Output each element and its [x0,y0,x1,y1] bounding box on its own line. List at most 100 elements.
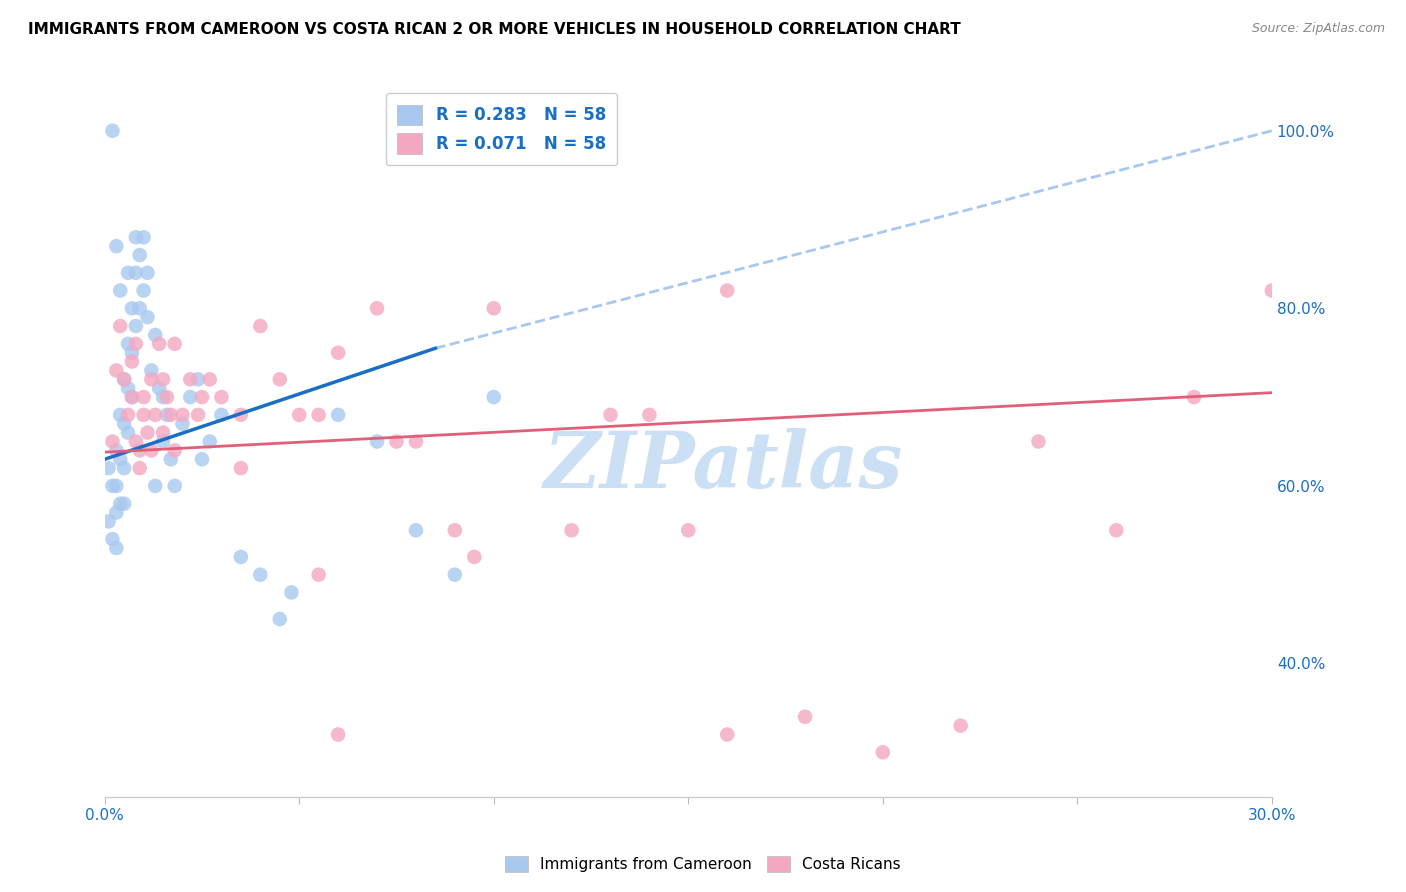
Point [110,408,132,422]
Point [143,479,166,493]
Point [132,390,155,404]
Point [141,443,163,458]
Point [110,319,132,334]
Point [97,515,120,529]
Point [125,266,148,280]
Point [136,266,159,280]
Point [229,408,252,422]
Point [159,452,181,467]
Point [132,284,155,298]
Point [105,506,128,520]
Point [326,727,349,741]
Point [117,266,139,280]
Point [117,425,139,440]
Point [1028,434,1050,449]
Point [105,541,128,555]
Point [269,612,291,626]
Point [112,497,135,511]
Point [132,408,155,422]
Point [105,239,128,253]
Point [128,301,150,316]
Point [128,461,150,475]
Point [179,390,201,404]
Point [385,434,408,449]
Point [97,461,120,475]
Point [463,549,485,564]
Point [482,301,505,316]
Point [678,523,700,537]
Point [308,567,330,582]
Point [444,567,467,582]
Point [121,345,143,359]
Point [112,461,135,475]
Point [105,479,128,493]
Point [112,372,135,386]
Point [121,390,143,404]
Point [128,248,150,262]
Point [949,718,972,732]
Point [249,567,271,582]
Point [143,408,166,422]
Point [125,336,148,351]
Point [229,549,252,564]
Point [187,372,209,386]
Point [209,408,232,422]
Point [121,390,143,404]
Text: Source: ZipAtlas.com: Source: ZipAtlas.com [1251,22,1385,36]
Point [198,434,221,449]
Point [280,585,302,599]
Point [101,124,124,138]
Point [308,408,330,422]
Point [125,319,148,334]
Point [716,284,738,298]
Point [249,319,271,334]
Point [366,434,388,449]
Point [125,434,148,449]
Point [105,363,128,377]
Point [872,745,894,759]
Point [112,417,135,431]
Point [1105,523,1128,537]
Point [187,408,209,422]
Point [152,372,174,386]
Point [229,461,252,475]
Point [128,443,150,458]
Point [405,523,427,537]
Point [152,390,174,404]
Point [561,523,583,537]
Point [110,497,132,511]
Point [638,408,661,422]
Legend: Immigrants from Cameroon, Costa Ricans: Immigrants from Cameroon, Costa Ricans [498,848,908,880]
Point [599,408,621,422]
Point [117,336,139,351]
Point [136,425,159,440]
Point [191,390,214,404]
Point [288,408,311,422]
Point [125,230,148,244]
Point [105,443,128,458]
Point [198,372,221,386]
Point [101,434,124,449]
Point [156,390,179,404]
Point [141,363,163,377]
Point [121,301,143,316]
Point [794,710,817,724]
Point [117,408,139,422]
Point [141,372,163,386]
Point [209,390,232,404]
Point [117,381,139,395]
Point [132,230,155,244]
Legend: R = 0.283   N = 58, R = 0.071   N = 58: R = 0.283 N = 58, R = 0.071 N = 58 [385,93,617,165]
Point [121,354,143,368]
Point [112,372,135,386]
Point [156,408,179,422]
Point [110,284,132,298]
Point [136,310,159,325]
Point [716,727,738,741]
Point [179,372,201,386]
Point [163,336,186,351]
Point [101,532,124,546]
Point [148,381,170,395]
Point [172,417,194,431]
Point [326,408,349,422]
